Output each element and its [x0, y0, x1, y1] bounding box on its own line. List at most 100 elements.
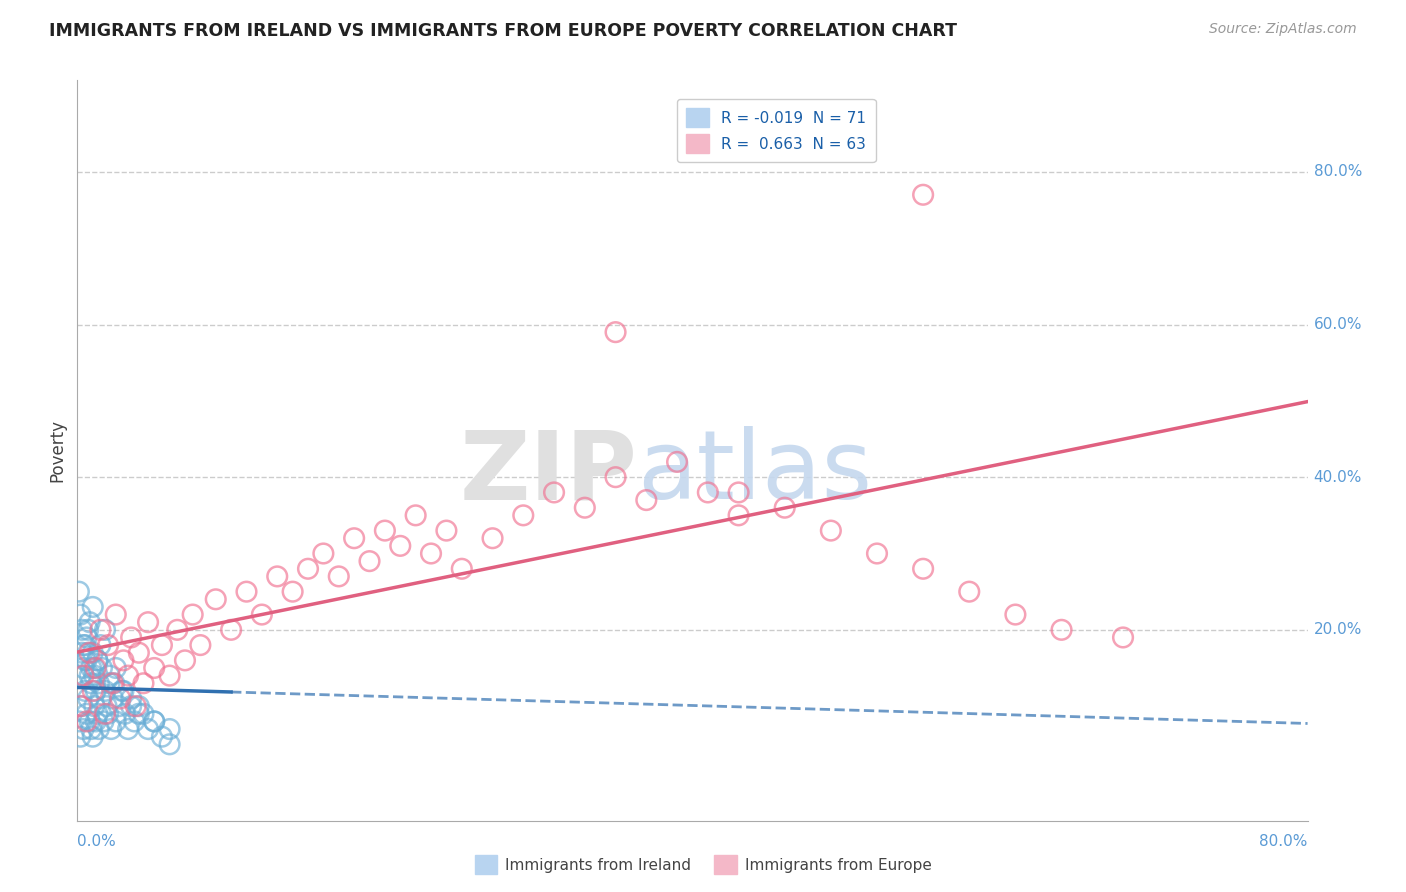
Text: 60.0%: 60.0% — [1313, 317, 1362, 332]
Text: atlas: atlas — [637, 426, 872, 519]
Point — [359, 554, 381, 568]
Point — [389, 539, 412, 553]
Point — [104, 607, 127, 622]
Point — [110, 691, 132, 706]
Point — [76, 631, 98, 645]
Point — [73, 684, 96, 698]
Point — [912, 562, 935, 576]
Point — [77, 646, 100, 660]
Point — [1112, 631, 1135, 645]
Legend: Immigrants from Ireland, Immigrants from Europe: Immigrants from Ireland, Immigrants from… — [468, 849, 938, 880]
Text: ZIP: ZIP — [460, 426, 637, 519]
Point — [70, 623, 93, 637]
Point — [82, 599, 104, 614]
Point — [96, 699, 118, 714]
Point — [297, 562, 319, 576]
Point — [727, 485, 749, 500]
Point — [98, 676, 121, 690]
Point — [605, 325, 627, 339]
Point — [84, 714, 107, 729]
Point — [83, 668, 105, 682]
Text: Source: ZipAtlas.com: Source: ZipAtlas.com — [1209, 22, 1357, 37]
Point — [696, 485, 718, 500]
Point — [159, 722, 181, 736]
Point — [343, 531, 366, 545]
Point — [72, 722, 94, 736]
Point — [94, 706, 117, 721]
Point — [103, 676, 125, 690]
Point — [73, 638, 96, 652]
Point — [86, 706, 108, 721]
Point — [204, 592, 226, 607]
Point — [166, 623, 188, 637]
Point — [72, 668, 94, 682]
Text: 20.0%: 20.0% — [1313, 623, 1362, 637]
Point — [87, 722, 110, 736]
Point — [93, 714, 115, 729]
Point — [1050, 623, 1073, 637]
Text: IMMIGRANTS FROM IRELAND VS IMMIGRANTS FROM EUROPE POVERTY CORRELATION CHART: IMMIGRANTS FROM IRELAND VS IMMIGRANTS FR… — [49, 22, 957, 40]
Point — [86, 653, 108, 667]
Point — [76, 706, 98, 721]
Point — [100, 722, 122, 736]
Point — [420, 547, 443, 561]
Point — [84, 684, 107, 698]
Text: 0.0%: 0.0% — [77, 834, 117, 849]
Point — [77, 691, 100, 706]
Point — [132, 676, 155, 690]
Point — [70, 699, 93, 714]
Point — [120, 631, 142, 645]
Point — [143, 714, 166, 729]
Point — [143, 661, 166, 675]
Text: 80.0%: 80.0% — [1313, 164, 1362, 179]
Point — [112, 653, 135, 667]
Point — [94, 684, 117, 698]
Point — [84, 661, 107, 675]
Point — [405, 508, 427, 523]
Point — [912, 187, 935, 202]
Text: 80.0%: 80.0% — [1260, 834, 1308, 849]
Text: 40.0%: 40.0% — [1313, 470, 1362, 484]
Y-axis label: Poverty: Poverty — [48, 419, 66, 482]
Point — [70, 646, 93, 660]
Legend: R = -0.019  N = 71, R =  0.663  N = 63: R = -0.019 N = 71, R = 0.663 N = 63 — [678, 99, 876, 162]
Point — [328, 569, 350, 583]
Point — [128, 646, 150, 660]
Point — [957, 584, 980, 599]
Point — [374, 524, 396, 538]
Point — [98, 668, 121, 682]
Point — [120, 691, 142, 706]
Point — [136, 722, 159, 736]
Point — [120, 699, 142, 714]
Point — [89, 691, 111, 706]
Point — [136, 615, 159, 630]
Point — [80, 676, 103, 690]
Point — [150, 638, 173, 652]
Point — [82, 646, 104, 660]
Point — [97, 706, 120, 721]
Point — [235, 584, 257, 599]
Point — [72, 638, 94, 652]
Point — [181, 607, 204, 622]
Point — [117, 668, 139, 682]
Point — [79, 615, 101, 630]
Point — [79, 646, 101, 660]
Point — [83, 699, 105, 714]
Point — [69, 730, 91, 744]
Point — [90, 661, 114, 675]
Point — [82, 684, 104, 698]
Point — [73, 653, 96, 667]
Point — [543, 485, 565, 500]
Point — [250, 607, 273, 622]
Point — [104, 714, 127, 729]
Point — [820, 524, 842, 538]
Point — [111, 684, 134, 698]
Point — [69, 699, 91, 714]
Point — [79, 714, 101, 729]
Point — [67, 584, 90, 599]
Point — [512, 508, 534, 523]
Point — [72, 661, 94, 675]
Point — [80, 722, 103, 736]
Point — [150, 730, 173, 744]
Point — [80, 661, 103, 675]
